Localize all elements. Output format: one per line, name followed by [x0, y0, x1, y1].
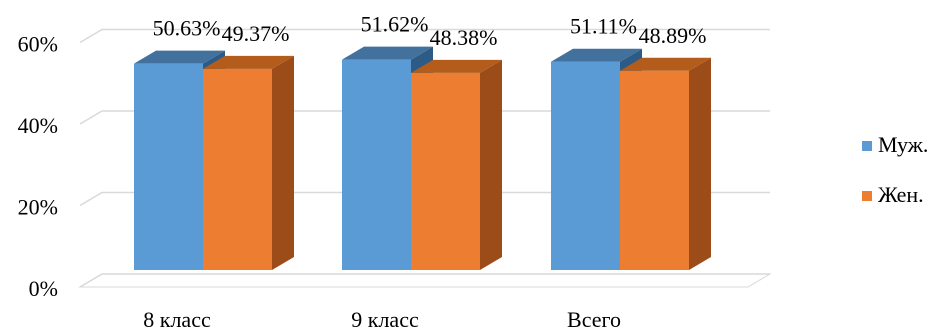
data-label: 50.63% — [153, 16, 221, 41]
data-label: 51.62% — [361, 12, 429, 37]
bar-side — [272, 55, 294, 271]
bar-front — [620, 70, 689, 270]
y-tick-label: 40% — [18, 113, 58, 138]
bar-side — [480, 59, 502, 270]
data-labels: 50.63% 49.37% 51.62%48.38% 51.11% 48.89% — [153, 12, 707, 50]
gridline — [79, 191, 770, 207]
bar-front — [411, 72, 480, 270]
bar-front — [203, 68, 272, 270]
x-tick-label: 9 класс — [351, 307, 419, 329]
bar-front — [551, 61, 620, 271]
x-axis: 8 класс 9 класс Всего — [143, 307, 621, 329]
legend-swatch-female — [862, 191, 872, 201]
legend-label-female: Жен. — [878, 182, 924, 207]
x-tick-label: 8 класс — [143, 307, 211, 329]
bar — [411, 59, 502, 270]
bar-side — [689, 57, 711, 270]
y-tick-label: 0% — [29, 276, 58, 301]
data-label: 48.38% — [430, 25, 498, 50]
gridline — [79, 273, 770, 288]
data-label: 49.37% — [222, 21, 290, 46]
bar-front — [134, 63, 203, 270]
x-tick-label: Всего — [567, 307, 621, 329]
floor-plane — [78, 273, 772, 288]
bar-top — [342, 46, 433, 60]
bar-top — [551, 48, 642, 62]
gridline — [79, 110, 770, 125]
bars — [134, 46, 711, 271]
legend-label-male: Муж. — [878, 132, 929, 157]
bar — [203, 55, 294, 271]
bar-top — [620, 57, 711, 71]
y-tick-label: 60% — [18, 32, 58, 57]
data-label: 51.11% — [570, 14, 637, 39]
gridline — [79, 28, 770, 44]
data-label: 48.89% — [639, 23, 707, 48]
bar — [620, 57, 711, 270]
bar-top — [134, 50, 225, 64]
legend-swatch-male — [862, 141, 872, 151]
y-axis: 0% 20% 40% 60% — [18, 32, 58, 302]
bar-front — [342, 59, 411, 270]
gridlines — [78, 28, 772, 288]
bar-top — [203, 55, 294, 69]
y-tick-label: 20% — [18, 195, 58, 220]
bar-top — [411, 59, 502, 73]
